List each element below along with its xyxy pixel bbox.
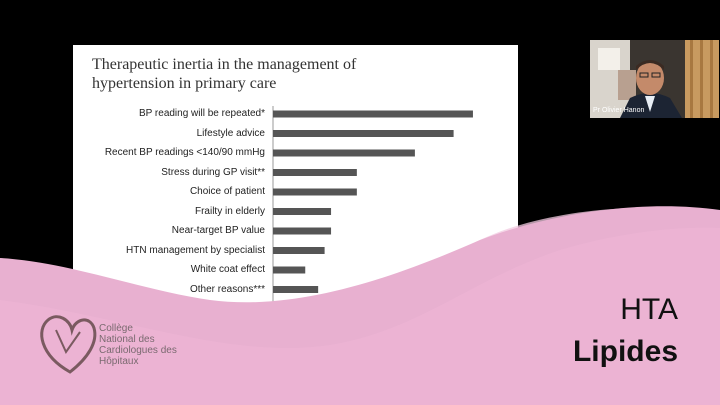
category-label: HTN management by specialist [126, 244, 265, 256]
slide-title-line-2: hypertension in primary care [92, 75, 277, 92]
category-label: Choice of patient [189, 186, 265, 197]
bar [273, 208, 332, 215]
bar [273, 149, 415, 157]
presenter-name: Pr Olivier Hanon [593, 107, 645, 114]
bar [273, 227, 332, 235]
logo-line-2: National des [99, 334, 155, 345]
bar [273, 110, 473, 118]
category-label: White coat effect [190, 264, 265, 275]
logo-line-4: Hôpitaux [99, 356, 139, 367]
brand-line-2: Lipides [572, 335, 678, 368]
slide-title-line-1: Therapeutic inertia in the management of [92, 56, 357, 73]
category-label: Stress during GP visit** [161, 166, 265, 178]
category-label: Recent BP readings <140/90 mmHg [104, 147, 265, 158]
category-label: Other reasons*** [189, 283, 265, 295]
bar [273, 266, 306, 274]
bar [273, 286, 319, 293]
bar [273, 247, 325, 254]
logo-text: Collège National des Cardiologues des Hô… [99, 323, 177, 367]
category-labels: BP reading will be repeated* Lifestyle ad… [73, 0, 265, 405]
slide-title: Therapeutic inertia in the management of… [92, 55, 422, 93]
bar [273, 169, 357, 176]
webcam-scene [590, 40, 719, 118]
category-label: Frailty in elderly [194, 205, 265, 217]
logo-line-3: Cardiologues des [99, 345, 177, 356]
bar [273, 130, 454, 137]
logo-line-1: Collège [99, 323, 133, 334]
brand-line-1: HTA [620, 293, 678, 326]
category-label: Lifestyle advice [196, 127, 265, 139]
bar [273, 188, 357, 196]
category-label: BP reading will be repeated* [138, 108, 265, 119]
category-label: Near-target BP value [171, 225, 265, 236]
presenter-webcam: Pr Olivier Hanon [590, 40, 719, 118]
